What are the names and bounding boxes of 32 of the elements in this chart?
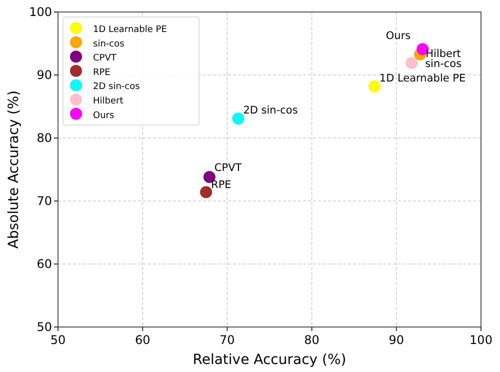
legend-label: RPE (93, 68, 111, 78)
y-tick-label: 90 (36, 68, 52, 82)
y-axis-title: Absolute Accuracy (%) (6, 90, 22, 249)
legend-label: 2D sin-cos (93, 82, 140, 92)
y-tick-label: 100 (29, 5, 52, 19)
y-tick-label: 80 (36, 131, 52, 145)
point (368, 80, 380, 92)
point (406, 57, 418, 70)
legend-label: CPVT (93, 54, 117, 64)
text: Ours (386, 30, 411, 42)
x-tick-label: 50 (50, 333, 66, 347)
x-tick-label: 90 (388, 333, 404, 347)
legend-label: 1D Learnable PE (93, 25, 168, 35)
text: sin-cos (425, 58, 462, 70)
x-tick-label: 60 (134, 333, 150, 347)
x-axis-title: Relative Accuracy (%) (192, 352, 346, 368)
y-tick-label: 60 (36, 257, 52, 271)
text: 2D sin-cos (243, 104, 298, 116)
x-tick-label: 100 (470, 333, 492, 347)
text: Hilbert (426, 48, 461, 60)
x-tick-label: 80 (304, 333, 320, 347)
text: 1D Learnable PE (379, 72, 466, 84)
point (200, 186, 212, 198)
text: RPE (211, 179, 232, 192)
point (232, 112, 244, 124)
legend-label: Ours (93, 110, 114, 121)
legend-label: Hilbert (93, 96, 124, 106)
text: CPVT (214, 162, 242, 174)
legend-label: sin-cos (93, 39, 125, 50)
y-tick-label: 50 (36, 320, 52, 334)
y-tick-label: 70 (36, 194, 52, 208)
x-tick-label: 70 (220, 333, 235, 347)
